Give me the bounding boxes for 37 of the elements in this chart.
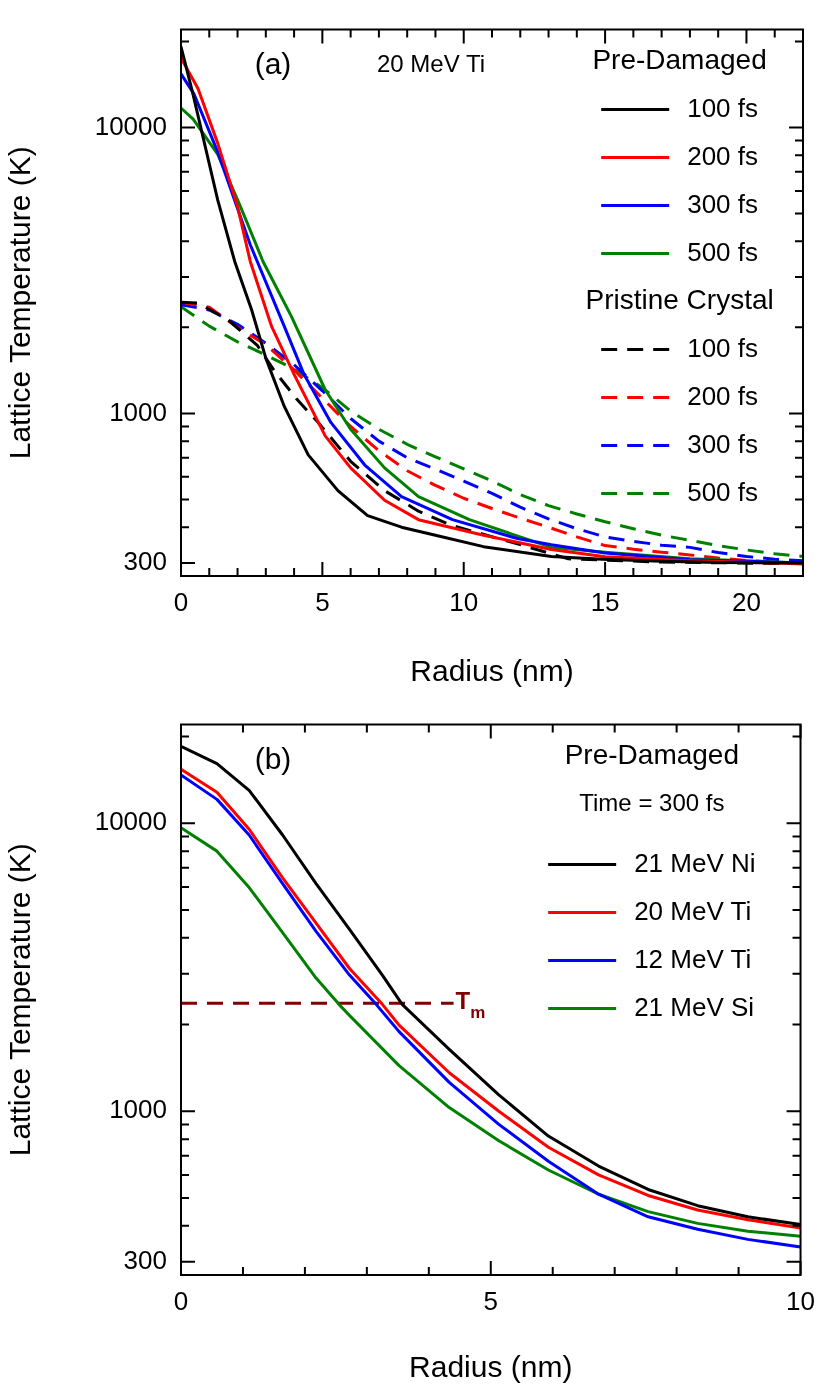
legend-label: 100 fs <box>687 92 758 123</box>
legend-title: Pre-Damaged <box>592 44 767 76</box>
x-tick-label: 10 <box>449 586 479 617</box>
y-axis-title: Lattice Temperature (K) <box>3 843 37 1157</box>
legend-label: 500 fs <box>687 476 758 507</box>
text: 20 MeV Ti <box>376 50 486 78</box>
x-tick-label: 10 <box>786 1285 815 1316</box>
legend-label: 21 MeV Si <box>634 991 755 1022</box>
legend-label: 20 MeV Ti <box>634 895 752 926</box>
legend-label: 200 fs <box>687 380 758 411</box>
x-tick-label: 0 <box>173 586 189 617</box>
legend-label: 300 fs <box>687 428 758 459</box>
annotation: Pristine Crystal <box>585 284 774 316</box>
x-axis-title: Radius (nm) <box>409 1350 573 1384</box>
y-tick-label: 1000 <box>109 1094 167 1125</box>
x-tick-label: 5 <box>315 586 330 617</box>
legend-label: 500 fs <box>687 236 758 267</box>
legend-label: 300 fs <box>687 188 758 219</box>
legend-label: 12 MeV Ti <box>634 943 752 974</box>
x-tick-label: 0 <box>173 1285 189 1316</box>
y-tick-label: 10000 <box>94 806 167 837</box>
y-tick-label: 300 <box>123 546 167 577</box>
annotation: (a) <box>254 46 292 80</box>
annotation: Time = 300 fs <box>579 789 725 817</box>
y-tick-label: 10000 <box>94 110 167 141</box>
x-tick-label: 5 <box>483 1285 498 1316</box>
y-tick-label: 300 <box>123 1244 167 1275</box>
x-tick-label: 15 <box>590 586 620 617</box>
legend-label: 21 MeV Ni <box>634 847 756 878</box>
y-tick-label: 1000 <box>109 396 167 427</box>
x-tick-label: 20 <box>731 586 761 617</box>
legend-label: 100 fs <box>687 332 758 363</box>
annotation: (b) <box>254 741 292 775</box>
y-axis-title: Lattice Temperature (K) <box>3 146 37 460</box>
legend-label: 200 fs <box>687 140 758 171</box>
x-axis-title: Radius (nm) <box>410 654 574 688</box>
legend-title: Pre-Damaged <box>564 739 740 771</box>
